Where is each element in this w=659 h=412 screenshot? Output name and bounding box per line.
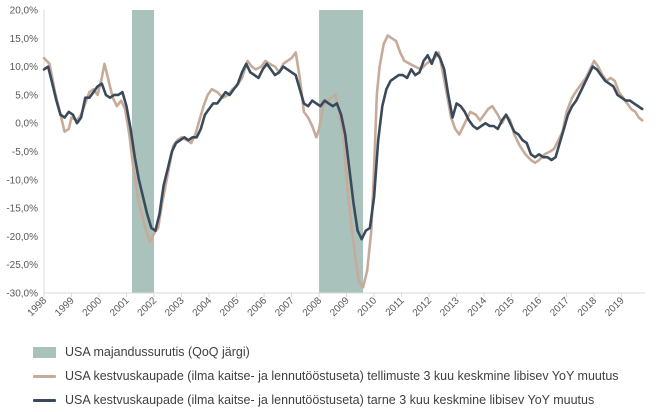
y-tick-label: 0,0% [15, 119, 38, 130]
legend-label-orders: USA kestvuskaupade (ilma kaitse- ja lenn… [65, 369, 619, 383]
x-tick-label: 2002 [136, 295, 160, 319]
x-tick-label: 2007 [273, 295, 297, 319]
x-tick-label: 2013 [438, 295, 462, 319]
recession-band-1 [319, 10, 364, 293]
legend-label-recession: USA majandussurutis (QoQ järgi) [65, 345, 250, 359]
x-tick-label: 2000 [81, 295, 105, 319]
series-line-0 [42, 34, 644, 289]
x-tick-label: 2006 [246, 295, 270, 319]
recession-band-0 [132, 10, 155, 293]
legend-swatch-orders [33, 374, 56, 378]
x-tick-label: 2003 [163, 295, 187, 319]
series-line-1 [42, 51, 644, 241]
y-tick-label: -10,0% [6, 175, 38, 186]
x-tick-label: 2004 [191, 295, 215, 319]
y-tick-label: 20,0% [10, 6, 38, 17]
x-tick-label: 2010 [356, 295, 380, 319]
y-tick-label: -20,0% [6, 232, 38, 243]
legend-swatch-recession [33, 346, 56, 358]
x-tick-label: 2005 [218, 295, 242, 319]
x-tick-label: 2019 [603, 295, 627, 319]
legend-swatch-shipments [33, 398, 56, 402]
x-tick-label: 2009 [328, 295, 352, 319]
x-tick-label: 2018 [576, 295, 600, 319]
y-tick-label: -25,0% [6, 260, 38, 271]
recession-bands [132, 10, 364, 293]
legend-item-shipments: USA kestvuskaupade (ilma kaitse- ja lenn… [33, 388, 619, 412]
x-tick-label: 1999 [53, 295, 77, 319]
legend-item-orders: USA kestvuskaupade (ilma kaitse- ja lenn… [33, 364, 619, 388]
series-lines [42, 34, 644, 289]
x-tick-label: 2012 [411, 295, 435, 319]
x-tick-label: 2016 [521, 295, 545, 319]
x-tick-label: 2001 [108, 295, 132, 319]
x-tick-label: 2011 [384, 295, 407, 318]
legend-item-recession: USA majandussurutis (QoQ järgi) [33, 340, 619, 364]
x-tick-label: 2014 [466, 295, 490, 319]
x-tick-label: 2015 [493, 295, 517, 319]
y-tick-label: 5,0% [15, 90, 38, 101]
y-tick-label: 10,0% [10, 62, 38, 73]
legend-label-shipments: USA kestvuskaupade (ilma kaitse- ja lenn… [65, 393, 595, 407]
y-tick-label: 15,0% [10, 34, 38, 45]
x-axis-ticks: 1998 1999 2000 2001 2002 2003 2004 2005 2006 2007… [26, 293, 627, 319]
y-axis-ticks: 20,0% 15,0% 10,0% 5,0% 0,0% -5,0% -10,0% -15,0%… [6, 6, 38, 300]
x-tick-label: 2008 [301, 295, 325, 319]
legend: USA majandussurutis (QoQ järgi) USA kest… [33, 340, 619, 412]
y-tick-label: -5,0% [12, 147, 38, 158]
y-tick-label: -15,0% [6, 204, 38, 215]
x-tick-label: 2017 [548, 295, 572, 319]
y-tick-label: -30,0% [6, 289, 38, 300]
